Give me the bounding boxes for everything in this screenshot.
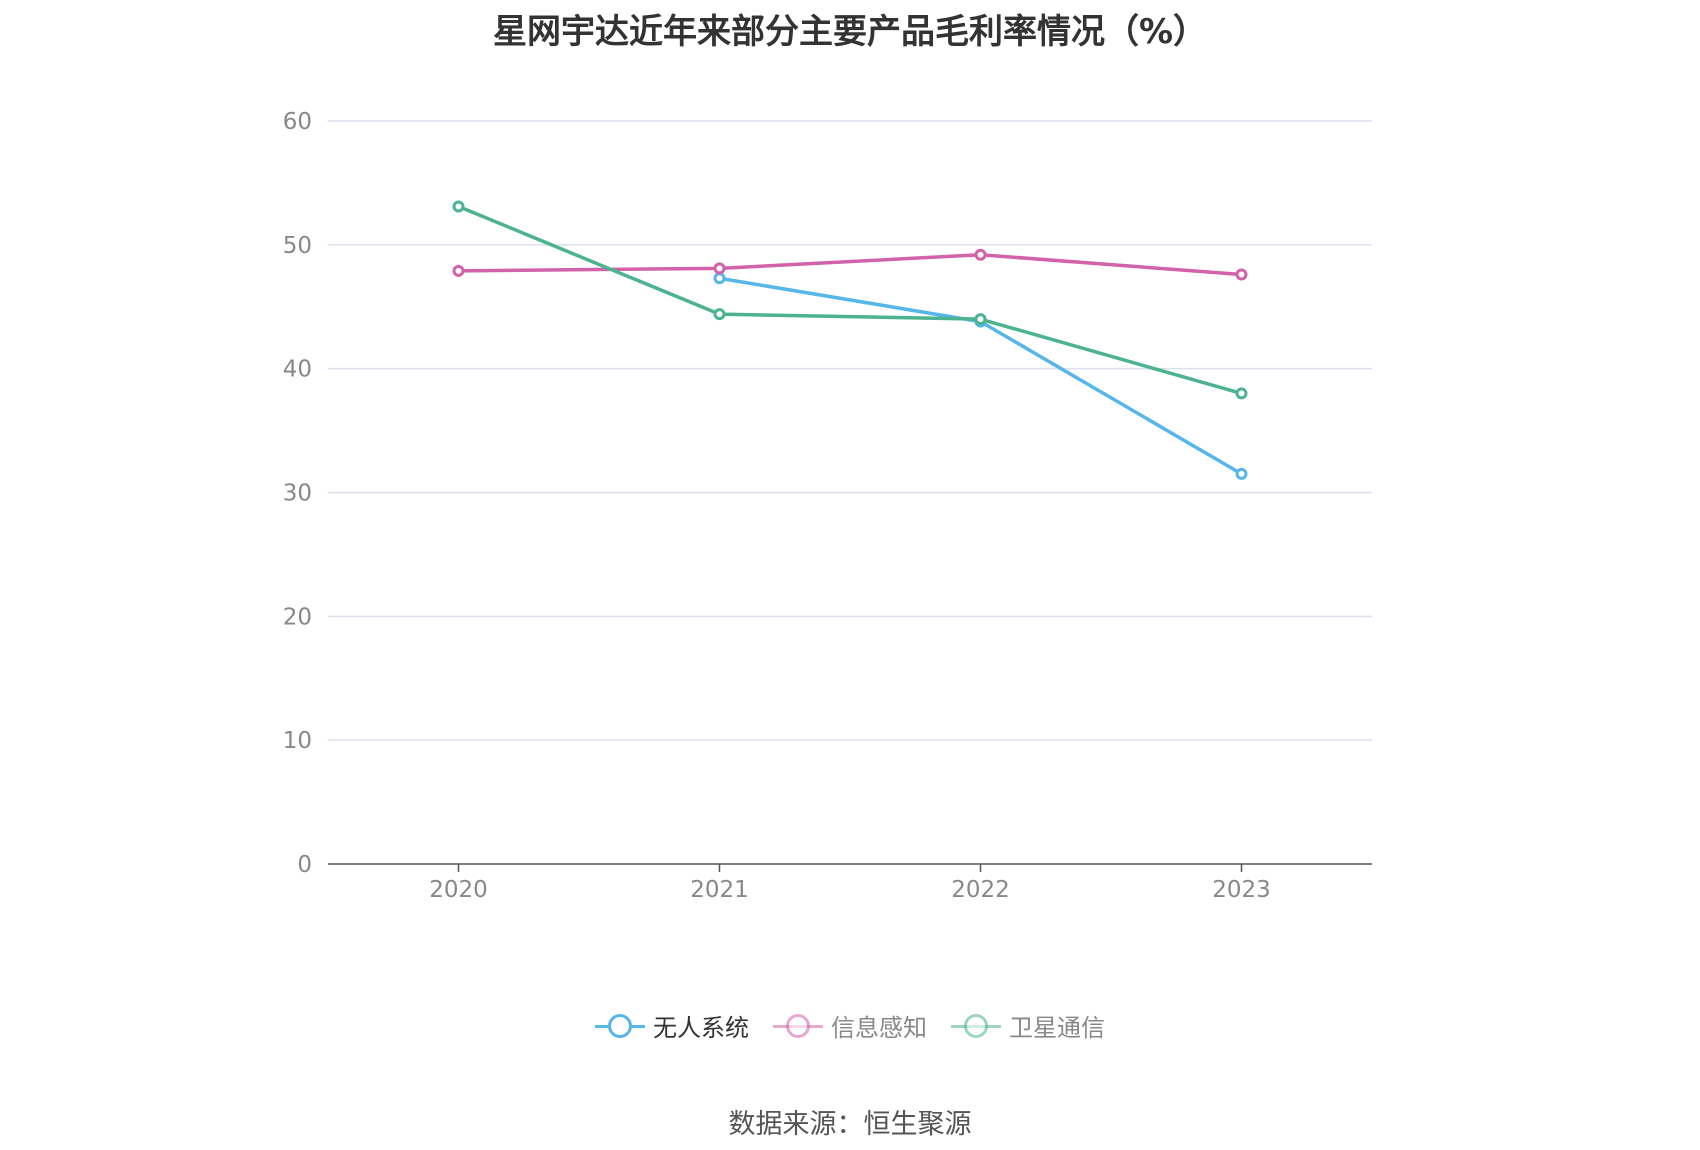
data-point xyxy=(452,264,465,277)
y-tick-label: 40 xyxy=(283,357,312,383)
x-tick-label: 2023 xyxy=(1212,877,1271,903)
y-tick-label: 60 xyxy=(283,109,312,135)
series-2 xyxy=(452,248,1248,281)
legend-item[interactable]: 无人系统 xyxy=(595,1008,749,1043)
legend-swatch xyxy=(951,1013,1001,1038)
legend: 无人系统 信息感知 卫星通信 xyxy=(0,1008,1700,1043)
data-point xyxy=(713,308,726,321)
data-point xyxy=(713,272,726,285)
data-point xyxy=(452,200,465,213)
data-source: 数据来源：恒生聚源 xyxy=(728,1109,972,1140)
data-point xyxy=(974,313,987,326)
legend-label: 无人系统 xyxy=(653,1014,749,1042)
series-line xyxy=(719,276,1243,476)
x-tick-label: 2022 xyxy=(951,877,1010,903)
series-line xyxy=(458,252,1242,277)
y-tick-label: 20 xyxy=(283,604,312,630)
x-tick-label: 2020 xyxy=(429,877,488,903)
legend-swatch xyxy=(595,1013,645,1038)
data-point xyxy=(1235,467,1248,480)
axes: 0 10 20 30 40 50 60 2020 2021 2022 2023 xyxy=(283,109,1372,903)
gridlines xyxy=(328,120,1372,741)
series-lines xyxy=(452,200,1248,480)
y-tick-label: 30 xyxy=(283,481,312,507)
y-tick-label: 0 xyxy=(297,852,312,878)
chart-title: 星网宇达近年来部分主要产品毛利率情况（%） xyxy=(492,12,1208,52)
data-point xyxy=(713,262,726,275)
y-tick-label: 50 xyxy=(283,233,312,259)
x-tick-label: 2021 xyxy=(690,877,749,903)
legend-item[interactable]: 信息感知 xyxy=(773,1008,927,1043)
series-1 xyxy=(713,272,1248,480)
series-line xyxy=(457,204,1242,396)
legend-label: 信息感知 xyxy=(831,1014,927,1042)
legend-swatch xyxy=(773,1013,823,1038)
data-point xyxy=(1235,268,1248,281)
legend-label: 卫星通信 xyxy=(1009,1014,1105,1042)
y-tick-label: 10 xyxy=(283,728,312,754)
data-point xyxy=(1235,387,1248,400)
series-3 xyxy=(452,200,1248,400)
data-point xyxy=(974,248,987,261)
legend-item[interactable]: 卫星通信 xyxy=(951,1008,1105,1043)
